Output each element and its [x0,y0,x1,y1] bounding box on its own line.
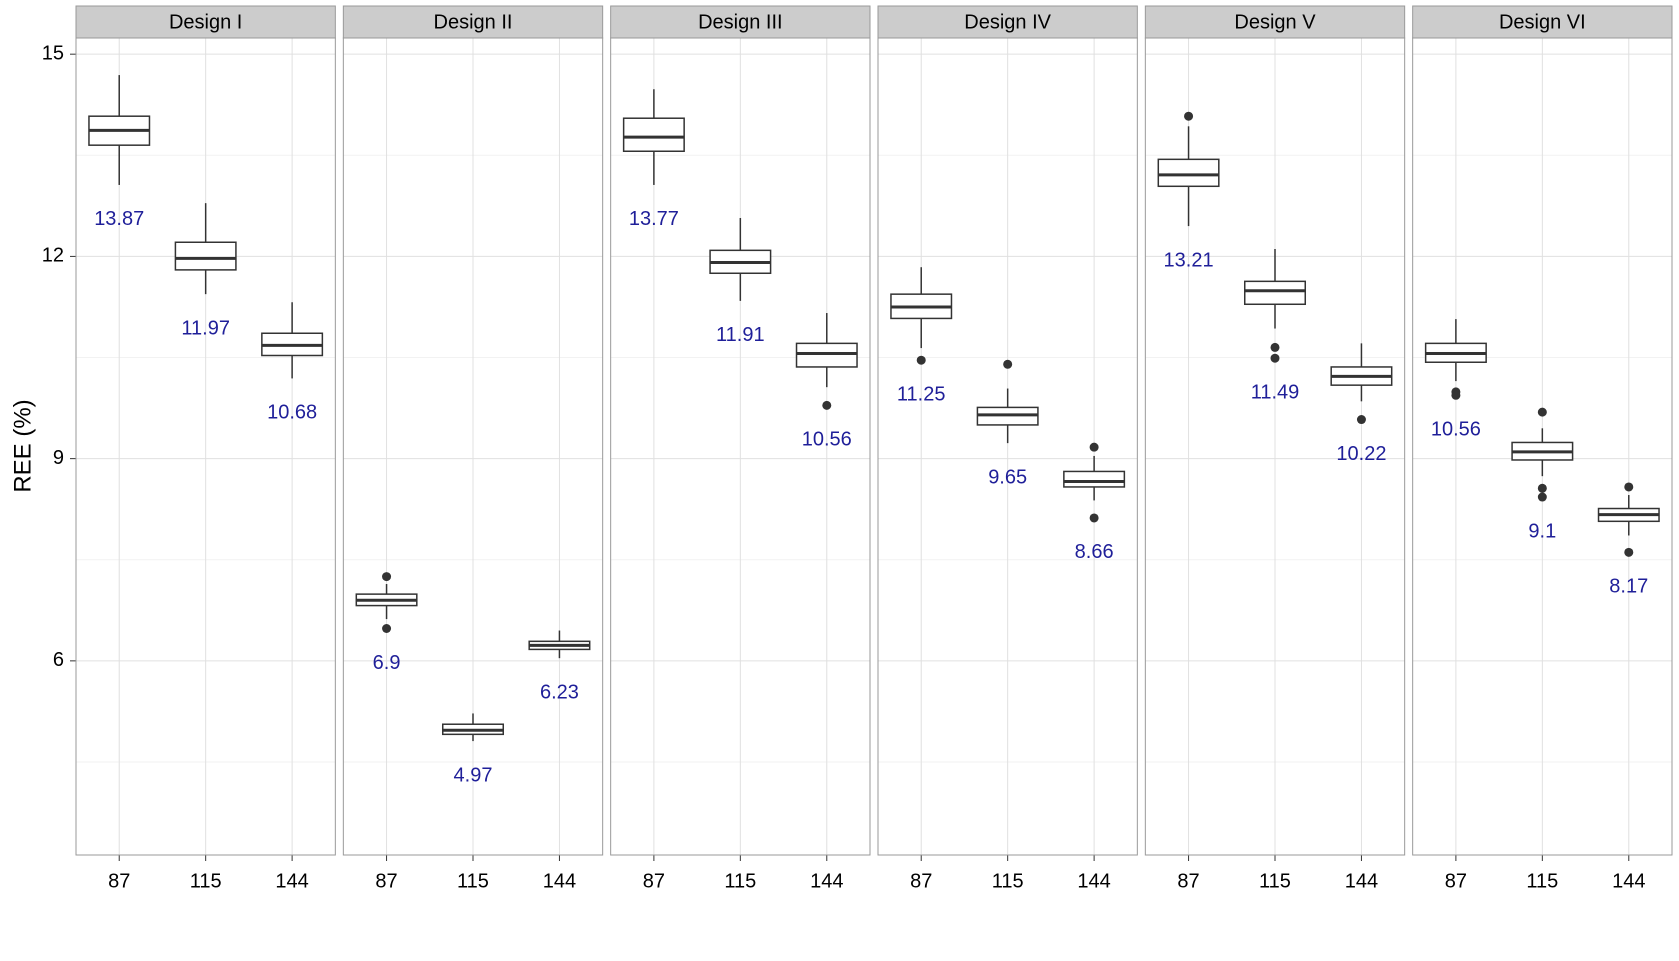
x-tick-label: 115 [724,870,756,892]
x-tick-label: 115 [1526,870,1558,892]
panel-border [1412,37,1673,856]
y-tick-label: 9 [53,447,64,469]
outlier [1270,342,1280,352]
value-label: 6.23 [540,681,579,703]
outlier [1624,482,1634,492]
value-label: 4.97 [454,764,493,786]
facet-title: Design II [434,11,513,33]
x-tick-label: 87 [1445,870,1467,892]
box [1243,280,1307,306]
panel-border [1144,37,1406,856]
outlier [822,400,832,410]
strip [342,5,604,39]
outlier [1184,111,1194,121]
value-label: 11.97 [181,317,230,339]
facet-title: Design I [169,11,242,33]
facet-title: Design VI [1499,11,1586,33]
x-tick-label: 144 [1345,870,1378,892]
x-tick-label: 144 [1077,870,1110,892]
x-tick-label: 115 [992,870,1024,892]
outlier [1003,359,1013,369]
value-label: 6.9 [373,652,401,674]
outlier [382,572,392,582]
facet-title: Design III [698,11,782,33]
x-tick-label: 87 [108,870,130,892]
facet-title: Design V [1234,11,1316,33]
panel-border [75,37,336,856]
x-tick-label: 144 [1612,870,1645,892]
outlier [1356,415,1366,425]
facet-title: Design IV [964,11,1051,33]
value-label: 10.22 [1336,443,1386,465]
x-tick-label: 115 [190,870,222,892]
box [1157,158,1220,188]
outlier [1537,492,1547,502]
value-label: 13.77 [629,208,679,230]
outlier [1089,442,1099,452]
outlier [1089,513,1099,523]
value-label: 10.68 [267,402,317,424]
x-tick-label: 115 [1259,870,1291,892]
box [622,117,685,152]
x-tick-label: 87 [1177,870,1199,892]
x-tick-label: 87 [643,870,665,892]
value-label: 11.25 [897,383,946,405]
value-label: 11.49 [1251,381,1300,403]
box [174,241,237,271]
value-label: 10.56 [1431,419,1481,441]
value-label: 11.91 [716,324,765,346]
outlier [1270,353,1280,363]
x-tick-label: 144 [543,870,576,892]
strip [75,5,336,39]
value-label: 13.21 [1164,249,1214,271]
value-label: 13.87 [94,208,144,230]
x-tick-label: 115 [457,870,489,892]
value-label: 10.56 [802,429,852,451]
box [795,342,858,368]
box [1063,470,1126,488]
outlier [1451,390,1461,400]
value-label: 9.1 [1528,520,1556,542]
outlier [382,624,392,634]
value-label: 9.65 [988,466,1027,488]
value-label: 8.66 [1075,541,1114,563]
outlier [1537,407,1547,417]
value-label: 8.17 [1609,576,1648,598]
x-tick-label: 87 [375,870,397,892]
y-tick-label: 12 [42,245,64,267]
strip [610,5,871,39]
panel-border [342,37,604,856]
y-tick-label: 6 [53,649,64,671]
outlier [1537,483,1547,493]
y-tick-label: 15 [42,42,64,64]
panel-border [877,37,1138,856]
x-tick-label: 144 [275,870,308,892]
strip [1412,5,1673,39]
strip [1144,5,1406,39]
x-tick-label: 87 [910,870,932,892]
y-axis-label: REE (%) [9,399,36,492]
x-tick-label: 144 [810,870,843,892]
outlier [1624,547,1634,557]
panel-border [610,37,871,856]
outlier [916,355,926,365]
